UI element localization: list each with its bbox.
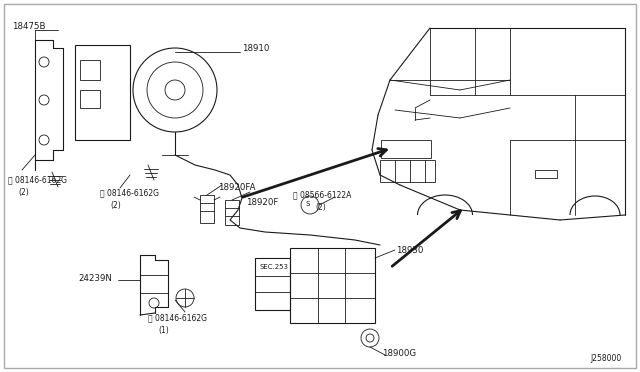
Text: J258000: J258000 — [590, 354, 621, 363]
Bar — [80, 90, 100, 108]
Bar — [535, 170, 557, 178]
Text: 18475B: 18475B — [12, 22, 45, 31]
Text: (2): (2) — [110, 201, 121, 210]
Bar — [75, 45, 130, 140]
Text: SEC.253: SEC.253 — [260, 264, 289, 270]
Text: (2): (2) — [18, 188, 29, 197]
Bar — [200, 195, 214, 223]
Text: 18920FA: 18920FA — [218, 183, 255, 192]
Text: S: S — [306, 201, 310, 207]
Text: 18930: 18930 — [396, 246, 424, 255]
Text: (2): (2) — [315, 203, 326, 212]
Bar — [225, 200, 239, 225]
Bar — [290, 248, 375, 323]
Text: Ⓢ 08566-6122A: Ⓢ 08566-6122A — [293, 190, 351, 199]
Text: 18910: 18910 — [242, 44, 269, 53]
Bar — [255, 258, 290, 310]
Text: Ⓑ 08146-6162G: Ⓑ 08146-6162G — [100, 188, 159, 197]
Text: Ⓑ 08146-6162G: Ⓑ 08146-6162G — [8, 175, 67, 184]
Text: 24239N: 24239N — [78, 274, 112, 283]
Text: Ⓑ 08146-6162G: Ⓑ 08146-6162G — [148, 313, 207, 322]
Bar — [380, 160, 435, 182]
Text: 18900G: 18900G — [382, 349, 416, 358]
Bar — [381, 140, 431, 158]
Bar — [80, 60, 100, 80]
Text: (1): (1) — [158, 326, 169, 335]
Text: 18920F: 18920F — [246, 198, 278, 207]
